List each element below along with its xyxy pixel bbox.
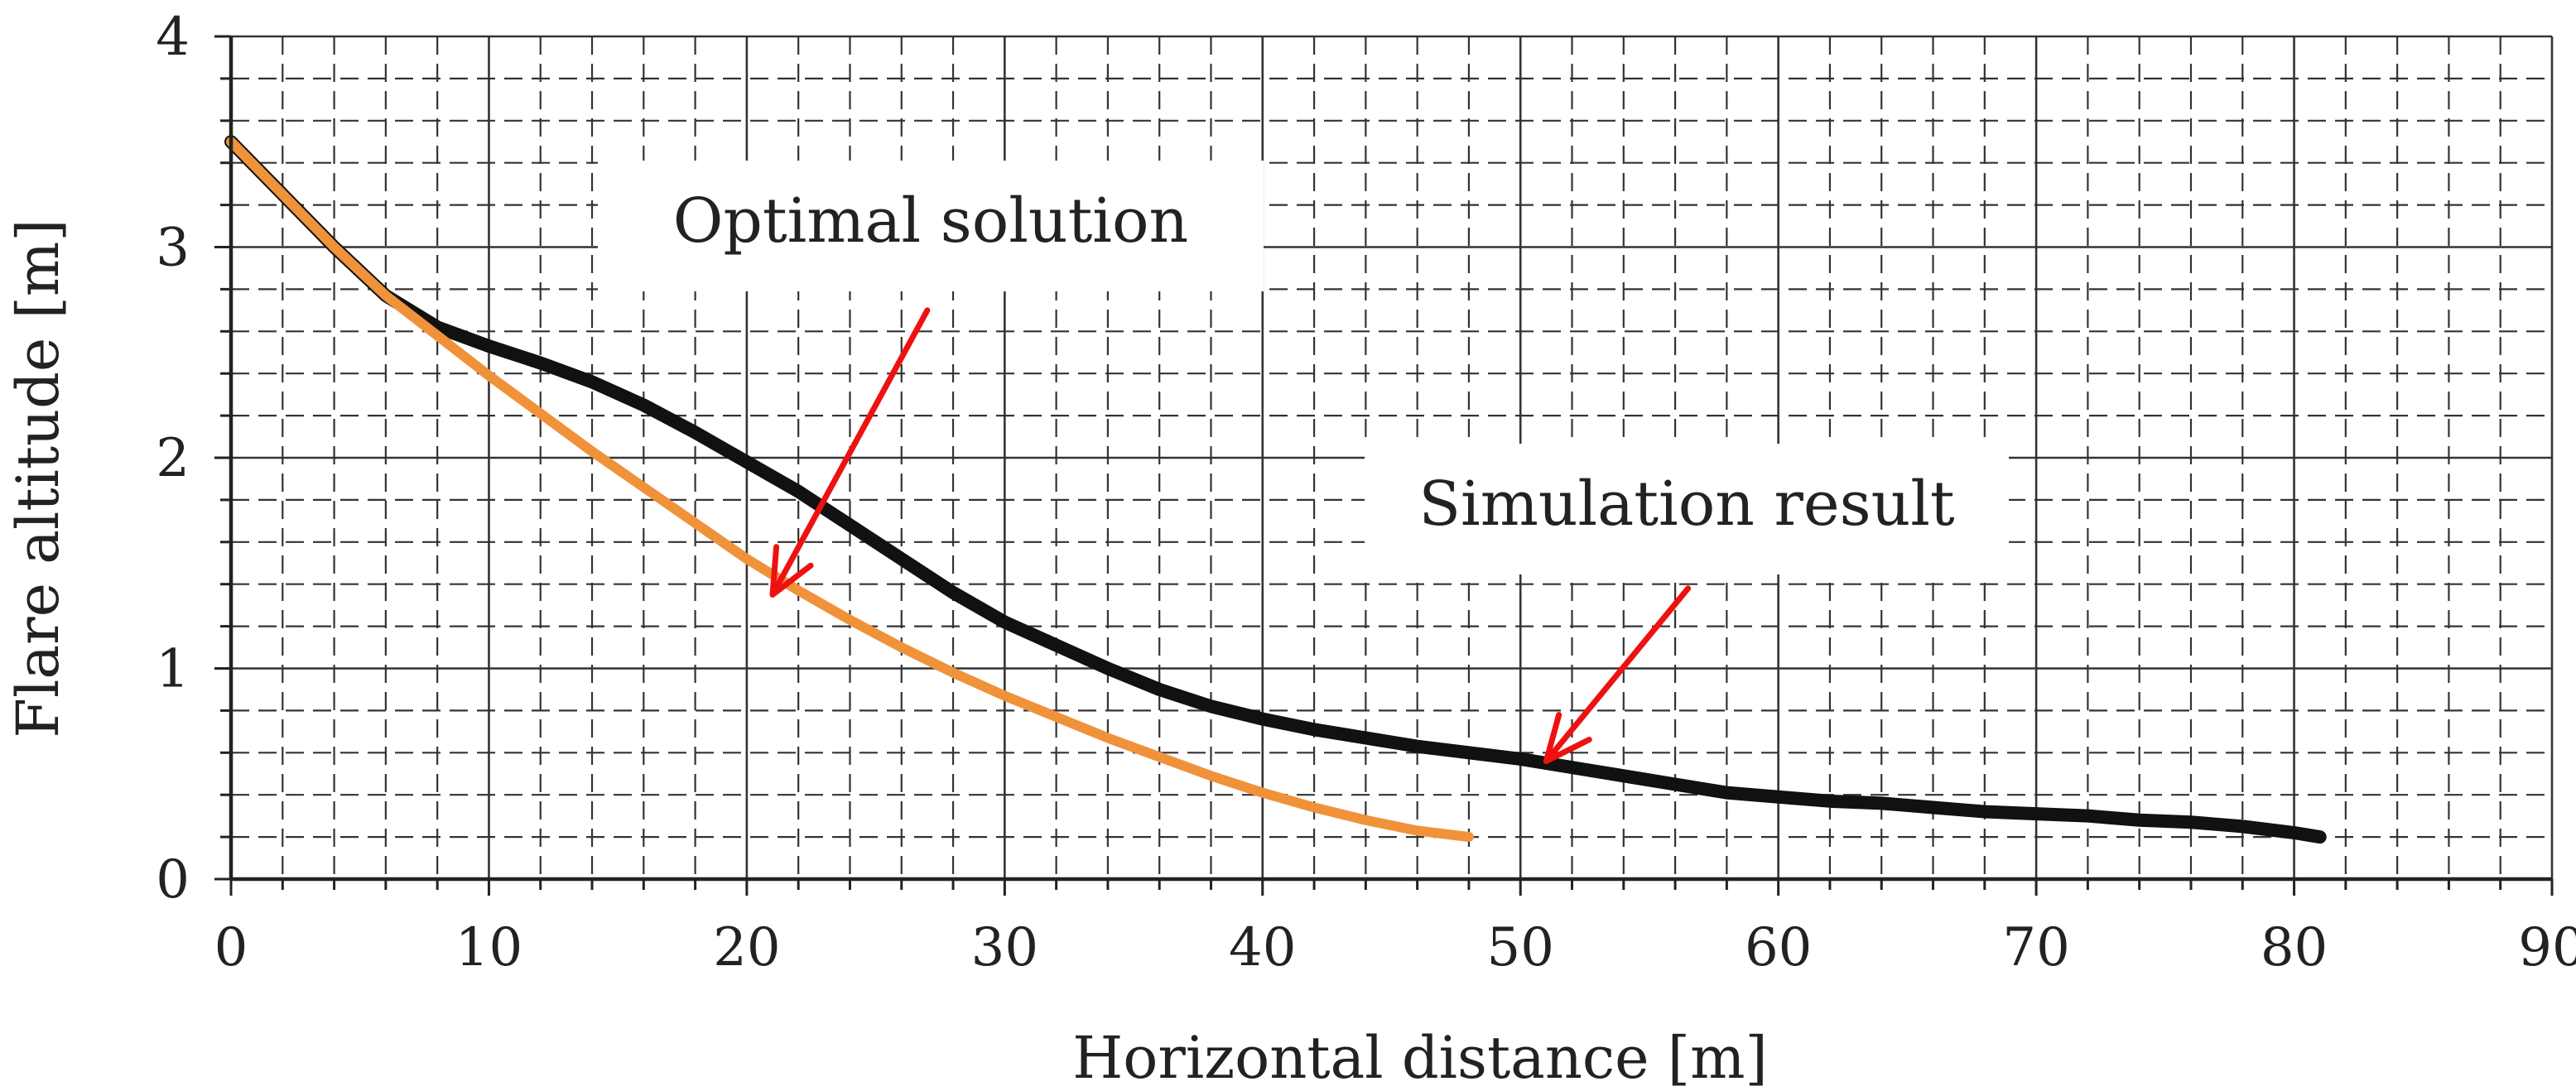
annotation-arrowhead-optimal-solution bbox=[769, 544, 814, 598]
series-line-simulation-result bbox=[224, 135, 2327, 844]
x-tick-label: 90 bbox=[2518, 917, 2576, 978]
x-tick-label: 20 bbox=[713, 917, 780, 978]
y-tick-label: 0 bbox=[156, 849, 190, 911]
annotation-optimal-solution: Optimal solution bbox=[673, 185, 1188, 257]
annotation-box-simulation-result bbox=[1365, 444, 2009, 574]
x-tick-label: 40 bbox=[1229, 917, 1296, 978]
x-axis-title: Horizontal distance [m] bbox=[1072, 1024, 1768, 1091]
tick-labels: 0 10 20 30 40 50 60 70 80 90 0 1 2 3 4 bbox=[156, 7, 2576, 978]
x-tick-label: 60 bbox=[1745, 917, 1812, 978]
y-tick-label: 2 bbox=[156, 428, 190, 489]
x-tick-label: 50 bbox=[1487, 917, 1554, 978]
annotation-label-backgrounds bbox=[598, 161, 2009, 574]
x-tick-label: 70 bbox=[2002, 917, 2069, 978]
axes bbox=[214, 35, 2554, 896]
x-tick-label: 80 bbox=[2261, 917, 2328, 978]
annotation-arrows bbox=[769, 307, 1692, 764]
y-tick-label: 1 bbox=[156, 639, 190, 700]
x-tick-label: 10 bbox=[455, 917, 522, 978]
y-tick-label: 4 bbox=[156, 7, 190, 68]
y-axis-title: Flare altitude [m] bbox=[4, 219, 72, 738]
x-tick-label: 0 bbox=[214, 917, 248, 978]
annotation-arrow-optimal-solution bbox=[769, 307, 931, 598]
y-tick-label: 3 bbox=[156, 218, 190, 279]
annotation-simulation-result: Simulation result bbox=[1418, 469, 1955, 540]
annotation-box-optimal-solution bbox=[598, 161, 1264, 291]
annotation-arrow-simulation-result bbox=[1543, 585, 1692, 764]
series-line-optimal-solution bbox=[226, 137, 1474, 843]
annotation-arrowhead-simulation-result bbox=[1543, 712, 1592, 764]
series-layer bbox=[224, 135, 2327, 844]
x-tick-label: 30 bbox=[971, 917, 1038, 978]
